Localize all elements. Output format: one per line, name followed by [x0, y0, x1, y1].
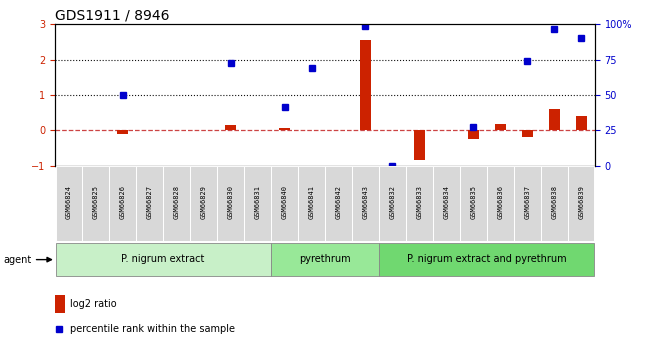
- Bar: [271, 243, 379, 276]
- Text: GSM66835: GSM66835: [471, 185, 476, 219]
- Text: GSM66841: GSM66841: [309, 185, 315, 219]
- Text: GSM66836: GSM66836: [497, 185, 503, 219]
- Text: GSM66832: GSM66832: [389, 185, 395, 219]
- Text: P. nigrum extract: P. nigrum extract: [122, 254, 205, 264]
- Bar: [460, 166, 487, 241]
- Bar: [325, 166, 352, 241]
- Bar: [514, 166, 541, 241]
- Bar: [163, 166, 190, 241]
- Bar: [55, 295, 65, 313]
- Text: GSM66842: GSM66842: [335, 185, 341, 219]
- Bar: [217, 166, 244, 241]
- Bar: [379, 243, 595, 276]
- Text: GSM66840: GSM66840: [281, 185, 287, 219]
- Text: GSM66837: GSM66837: [525, 185, 530, 219]
- Text: GDS1911 / 8946: GDS1911 / 8946: [55, 9, 170, 23]
- Text: GSM66828: GSM66828: [174, 185, 179, 219]
- Text: GSM66839: GSM66839: [578, 185, 584, 219]
- Bar: [468, 130, 479, 139]
- Bar: [55, 166, 82, 241]
- Text: GSM66833: GSM66833: [417, 185, 423, 219]
- Bar: [522, 130, 533, 137]
- Bar: [414, 130, 425, 160]
- Text: GSM66830: GSM66830: [227, 185, 233, 219]
- Bar: [576, 116, 587, 130]
- Bar: [541, 166, 567, 241]
- Bar: [298, 166, 325, 241]
- Text: agent: agent: [3, 255, 31, 265]
- Text: GSM66827: GSM66827: [147, 185, 153, 219]
- Bar: [495, 124, 506, 130]
- Bar: [55, 243, 271, 276]
- Bar: [109, 166, 136, 241]
- Bar: [487, 166, 514, 241]
- Bar: [360, 40, 371, 130]
- Bar: [225, 125, 236, 130]
- Bar: [190, 166, 217, 241]
- Bar: [271, 166, 298, 241]
- Text: pyrethrum: pyrethrum: [299, 254, 351, 264]
- Text: GSM66826: GSM66826: [120, 185, 125, 219]
- Text: log2 ratio: log2 ratio: [70, 299, 116, 309]
- Text: GSM66829: GSM66829: [201, 185, 207, 219]
- Text: GSM66838: GSM66838: [551, 185, 557, 219]
- Text: GSM66831: GSM66831: [255, 185, 261, 219]
- Text: GSM66834: GSM66834: [443, 185, 449, 219]
- Bar: [352, 166, 379, 241]
- Text: GSM66825: GSM66825: [93, 185, 99, 219]
- Bar: [568, 166, 595, 241]
- Text: GSM66843: GSM66843: [363, 185, 369, 219]
- Text: P. nigrum extract and pyrethrum: P. nigrum extract and pyrethrum: [407, 254, 567, 264]
- Text: percentile rank within the sample: percentile rank within the sample: [70, 324, 235, 334]
- Bar: [244, 166, 271, 241]
- Bar: [117, 130, 128, 134]
- Bar: [379, 166, 406, 241]
- Bar: [549, 109, 560, 130]
- Bar: [433, 166, 460, 241]
- Bar: [406, 166, 433, 241]
- Bar: [136, 166, 163, 241]
- Text: GSM66824: GSM66824: [66, 185, 72, 219]
- Bar: [83, 166, 109, 241]
- Bar: [279, 128, 290, 130]
